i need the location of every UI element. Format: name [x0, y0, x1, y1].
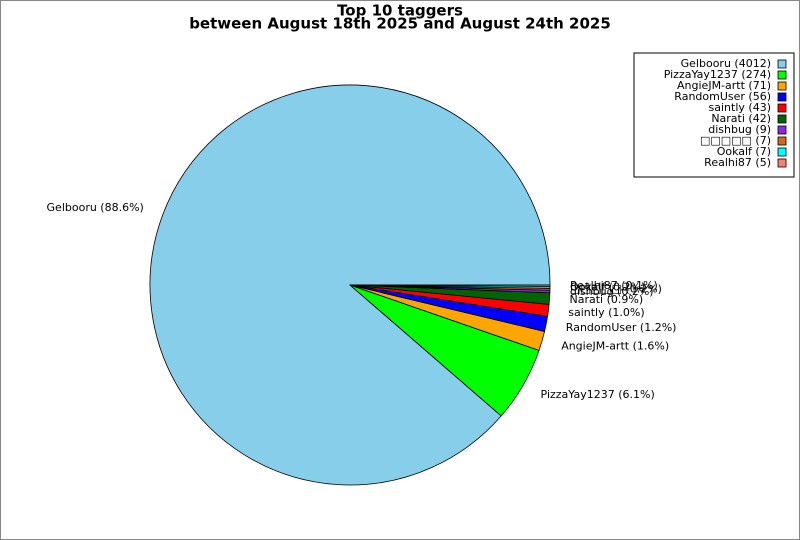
legend-box [633, 52, 795, 178]
slice-label: Gelbooru (88.6%) [47, 201, 144, 214]
legend-label: RandomUser (56) [674, 90, 771, 103]
slice-label: RandomUser (1.2%) [566, 321, 677, 334]
chart-subtitle: between August 18th 2025 and August 24th… [189, 15, 611, 33]
slice-label: saintly (1.0%) [568, 306, 644, 319]
legend-swatch [777, 70, 787, 80]
slice-label: □□□□□ (0.2%) [570, 283, 662, 296]
slice-label: PizzaYay1237 (6.1%) [541, 388, 655, 401]
legend-swatch [777, 147, 787, 157]
legend-swatch [777, 125, 787, 135]
legend-label: dishbug (9) [708, 123, 771, 136]
legend-swatch [777, 136, 787, 146]
slice-label: Ookalf (0.2%) [570, 281, 645, 294]
legend-label: Gelbooru (4012) [681, 57, 771, 70]
legend-label: saintly (43) [709, 101, 771, 114]
legend-label: Realhi87 (5) [704, 156, 771, 169]
chart-title: Top 10 taggers [337, 2, 463, 20]
legend-swatch [777, 81, 787, 91]
pie-slice [349, 284, 551, 287]
slice-label: dishbug (0.2%) [570, 285, 654, 298]
legend-swatch [777, 103, 787, 113]
legend-label: Ookalf (7) [717, 145, 771, 158]
legend-swatch [777, 158, 787, 168]
slice-label: AngieJM-artt (1.6%) [561, 340, 669, 353]
legend-swatch [777, 59, 787, 69]
legend-swatch [777, 114, 787, 124]
slice-label: Narati (0.9%) [569, 293, 643, 306]
legend-label: AngieJM-artt (71) [677, 79, 771, 92]
legend-swatch [777, 92, 787, 102]
legend-label: Narati (42) [711, 112, 771, 125]
legend-label: □□□□□ (7) [700, 134, 771, 147]
slice-label: Realhi87 (0.1%) [570, 279, 658, 292]
legend-label: PizzaYay1237 (274) [664, 68, 771, 81]
